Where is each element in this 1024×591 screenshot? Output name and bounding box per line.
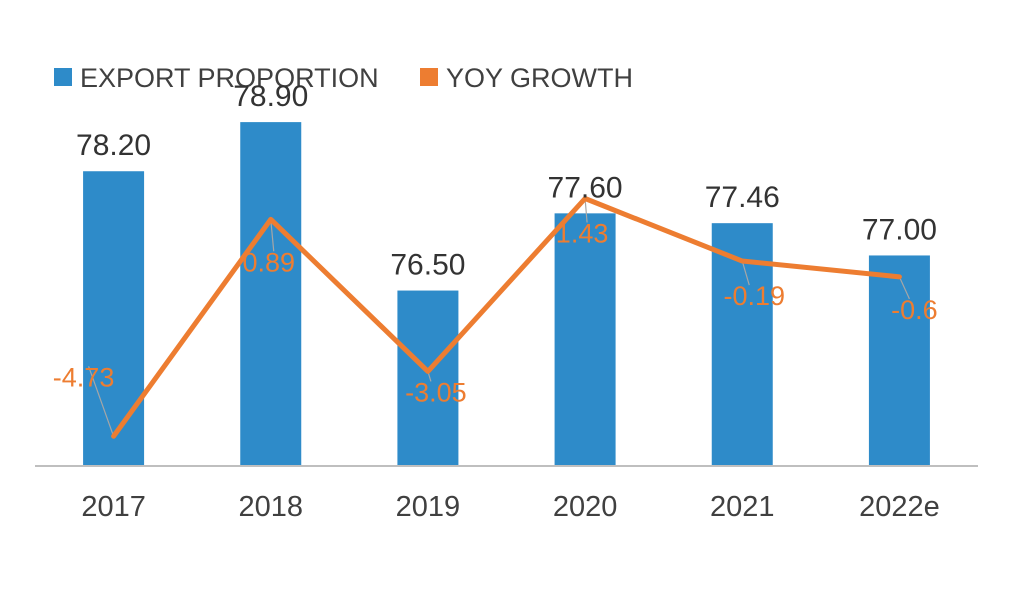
x-tick-label-2019: 2019 [396, 491, 461, 523]
bar-2017 [83, 171, 145, 466]
x-tick-label-2017: 2017 [81, 491, 146, 523]
growth-value-label-2020: 1.43 [556, 219, 609, 249]
bar-value-label-2019: 76.50 [390, 249, 465, 282]
bar-value-label-2020: 77.60 [548, 171, 623, 204]
leader-line-2018 [270, 219, 275, 252]
bar-value-label-2018: 78.90 [233, 80, 308, 113]
x-tick-label-2022e: 2022e [859, 491, 940, 523]
leader-line-2020 [584, 198, 588, 223]
legend-swatch-yoy-growth [420, 68, 438, 86]
bar-value-label-2017: 78.20 [76, 129, 151, 162]
bar-2019 [397, 290, 459, 466]
leader-line-2021 [741, 260, 750, 286]
x-axis-ticks: 2017 2018 2019 2020 2021 2022e [81, 491, 939, 523]
x-tick-label-2021: 2021 [710, 491, 775, 523]
x-tick-label-2020: 2020 [553, 491, 618, 523]
bar-2020 [554, 213, 616, 466]
bar-2022e [868, 255, 930, 466]
growth-value-label-2019: -3.05 [405, 377, 467, 407]
growth-value-label-2022e: -0.6 [891, 295, 938, 325]
line-series [111, 196, 902, 439]
bar-series [83, 122, 930, 466]
bar-value-label-2021: 77.46 [705, 181, 780, 214]
leader-lines [88, 198, 910, 437]
x-tick-label-2018: 2018 [238, 491, 303, 523]
growth-value-label-2017: -4.73 [53, 362, 115, 392]
legend-label-export-proportion: EXPORT PROPORTION [80, 63, 379, 93]
leader-line-2017 [88, 366, 115, 437]
leader-line-2022e [898, 276, 910, 300]
legend: EXPORT PROPORTION YOY GROWTH [54, 63, 633, 93]
legend-label-yoy-growth: YOY GROWTH [446, 63, 633, 93]
bar-value-label-2022e: 77.00 [862, 213, 937, 246]
yoy-growth-line [111, 196, 902, 439]
growth-value-label-2018: 0.89 [242, 247, 295, 277]
bar-labels: 78.20 78.90 76.50 77.60 77.46 77.00 [76, 80, 937, 281]
line-labels: -4.73 0.89 -3.05 1.43 -0.19 -0.6 [53, 219, 938, 408]
growth-value-label-2021: -0.19 [723, 281, 785, 311]
bar-2018 [240, 122, 302, 466]
legend-swatch-export-proportion [54, 68, 72, 86]
